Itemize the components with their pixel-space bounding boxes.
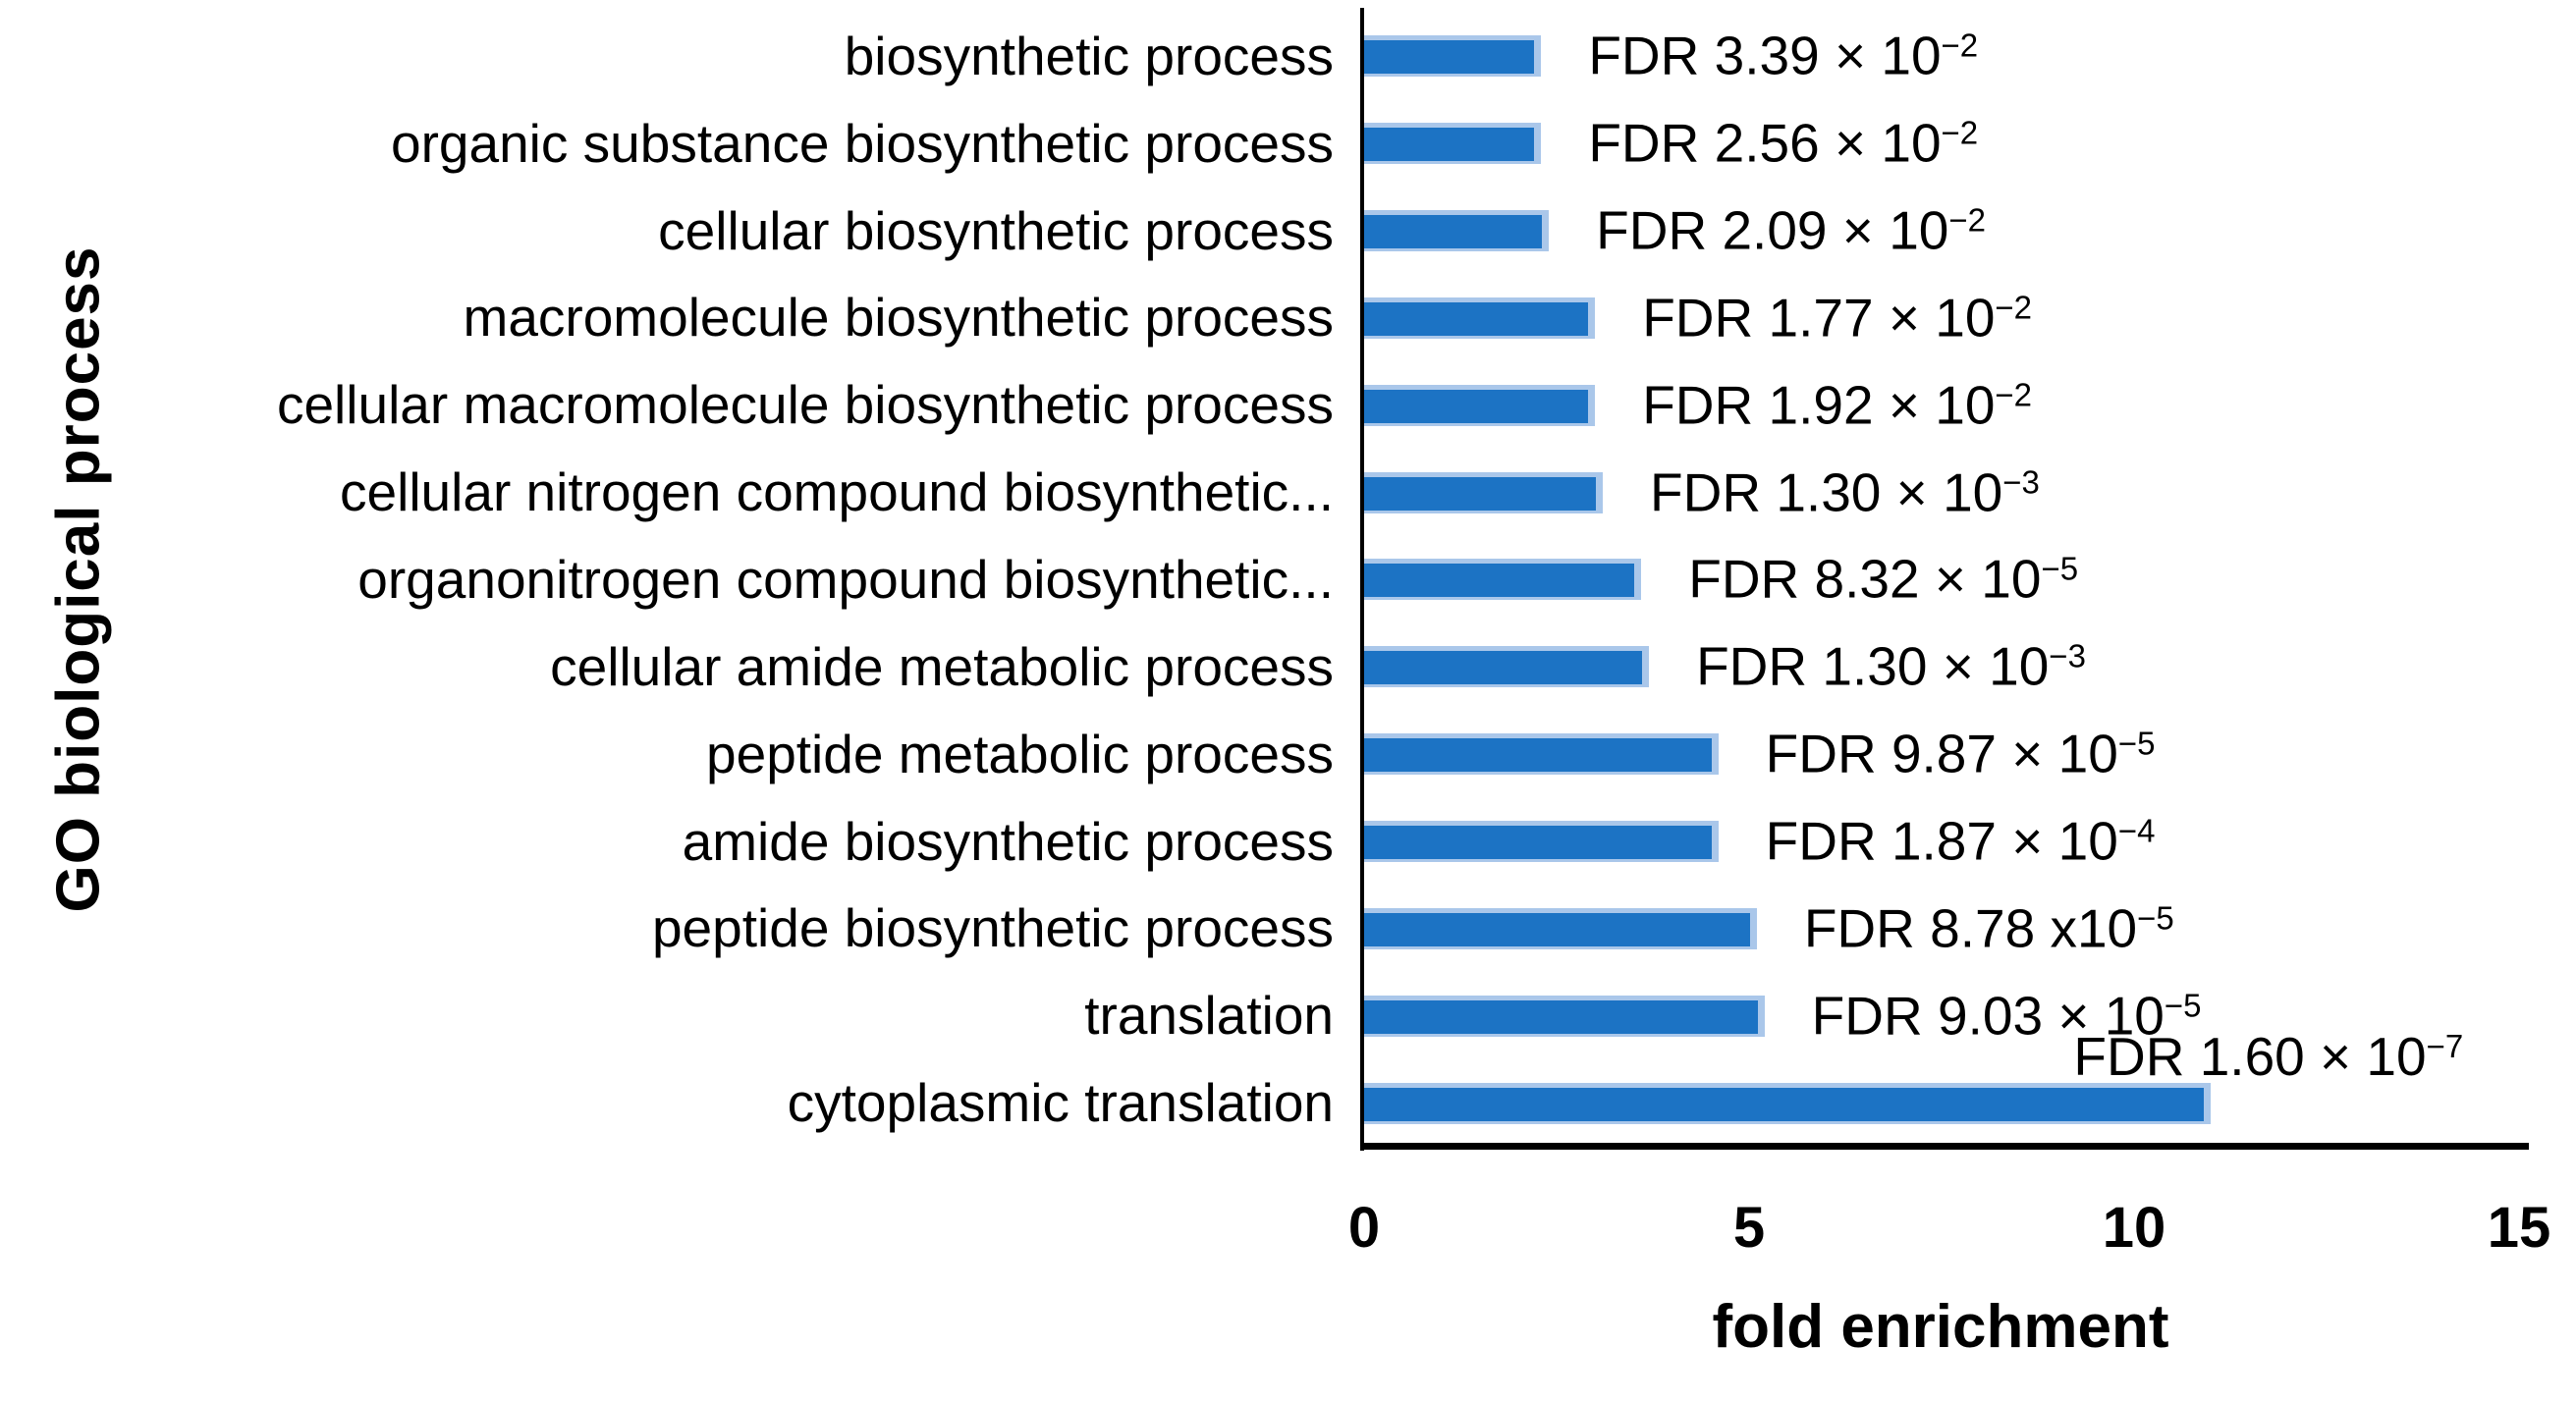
bar-row: FDR 3.39 × 10−2 bbox=[1364, 13, 2519, 100]
fdr-annotation-text: FDR 1.60 × 10 bbox=[2073, 1026, 2427, 1088]
bar-row: FDR 2.09 × 10−2 bbox=[1364, 188, 2519, 275]
fdr-annotation-text: FDR 2.09 × 10 bbox=[1596, 199, 1949, 261]
bar bbox=[1364, 646, 1650, 688]
fdr-annotation: FDR 1.77 × 10−2 bbox=[1642, 291, 2032, 345]
fdr-annotation-exponent: −5 bbox=[2164, 987, 2202, 1024]
category-label: cellular amide metabolic process bbox=[550, 635, 1334, 697]
bar bbox=[1364, 471, 1604, 513]
x-tick-label: 10 bbox=[2102, 1196, 2166, 1260]
bar-row: FDR 1.87 × 10−4 bbox=[1364, 798, 2519, 886]
fdr-annotation: FDR 1.30 × 10−3 bbox=[1650, 465, 2040, 519]
category-label: peptide biosynthetic process bbox=[651, 897, 1334, 959]
bar-row: FDR 1.30 × 10−3 bbox=[1364, 623, 2519, 711]
category-label: cytoplasmic translation bbox=[787, 1072, 1334, 1134]
x-tick-label: 5 bbox=[1732, 1196, 1766, 1260]
fdr-annotation-text: FDR 1.30 × 10 bbox=[1696, 635, 2050, 697]
fdr-annotation-text: FDR 8.78 x10 bbox=[1803, 897, 2138, 959]
fdr-annotation-exponent: −7 bbox=[2426, 1027, 2464, 1064]
bar-row: FDR 1.92 × 10−2 bbox=[1364, 361, 2519, 449]
fdr-annotation: FDR 9.87 × 10−5 bbox=[1766, 725, 2156, 782]
plot-area: FDR 3.39 × 10−2 FDR 2.56 × 10−2 FDR 2.09… bbox=[1360, 8, 2529, 1151]
fdr-annotation-text: FDR 3.39 × 10 bbox=[1588, 25, 1942, 86]
category-label: organonitrogen compound biosynthetic... bbox=[357, 548, 1334, 610]
bar-row: FDR 8.32 × 10−5 bbox=[1364, 536, 2519, 623]
x-axis-line bbox=[1360, 1143, 2529, 1150]
bar bbox=[1364, 559, 1642, 601]
bar-row: FDR 2.56 × 10−2 bbox=[1364, 100, 2519, 188]
bar-row: FDR 9.87 × 10−5 bbox=[1364, 711, 2519, 798]
y-axis-line bbox=[1360, 8, 1364, 1151]
fdr-annotation-exponent: −2 bbox=[1941, 114, 1979, 151]
bar bbox=[1364, 733, 1719, 776]
fdr-annotation-exponent: −2 bbox=[1941, 27, 1979, 64]
fdr-annotation: FDR 8.32 × 10−5 bbox=[1688, 550, 2079, 607]
fdr-annotation-exponent: −2 bbox=[1995, 289, 2033, 326]
fdr-annotation-text: FDR 9.87 × 10 bbox=[1765, 723, 2118, 784]
category-label: amide biosynthetic process bbox=[682, 810, 1334, 872]
fdr-annotation: FDR 2.09 × 10−2 bbox=[1596, 201, 1986, 258]
bar bbox=[1364, 297, 1596, 339]
bar-row: FDR 1.60 × 10−7 bbox=[1364, 1030, 2519, 1147]
category-label: peptide metabolic process bbox=[706, 723, 1334, 784]
bar bbox=[1364, 907, 1757, 949]
bar bbox=[1364, 995, 1765, 1037]
fdr-annotation-text: FDR 8.32 × 10 bbox=[1688, 548, 2042, 610]
category-label: cellular biosynthetic process bbox=[658, 199, 1334, 261]
fdr-annotation-exponent: −5 bbox=[2137, 899, 2174, 937]
bar-row: FDR 9.03 × 10−5 bbox=[1364, 972, 2519, 1059]
fdr-annotation-text: FDR 1.30 × 10 bbox=[1650, 461, 2003, 523]
fdr-annotation-exponent: −2 bbox=[1948, 201, 1986, 239]
fdr-annotation: FDR 8.78 x10−5 bbox=[1804, 901, 2174, 955]
fdr-annotation-text: FDR 1.92 × 10 bbox=[1642, 374, 1996, 436]
bar bbox=[1364, 123, 1542, 165]
fdr-annotation-exponent: −5 bbox=[2041, 550, 2079, 587]
x-tick-label: 0 bbox=[1347, 1196, 1381, 1260]
bar bbox=[1364, 384, 1596, 426]
fdr-annotation-exponent: −4 bbox=[2117, 812, 2156, 849]
fdr-annotation: FDR 3.39 × 10−2 bbox=[1588, 25, 1979, 86]
fdr-annotation-text: FDR 2.56 × 10 bbox=[1588, 112, 1942, 174]
bar-row: FDR 8.78 x10−5 bbox=[1364, 885, 2519, 972]
fdr-annotation: FDR 1.92 × 10−2 bbox=[1642, 378, 2032, 432]
bar-row: FDR 1.77 × 10−2 bbox=[1364, 275, 2519, 362]
fdr-annotation-exponent: −3 bbox=[2002, 463, 2040, 500]
bar-row: FDR 1.30 × 10−3 bbox=[1364, 449, 2519, 536]
fdr-annotation-text: FDR 9.03 × 10 bbox=[1811, 985, 2165, 1047]
fdr-annotation: FDR 1.87 × 10−4 bbox=[1766, 812, 2156, 869]
bar bbox=[1364, 35, 1542, 78]
category-label: biosynthetic process bbox=[844, 25, 1334, 86]
category-label: organic substance biosynthetic process bbox=[391, 112, 1334, 174]
fdr-annotation-text: FDR 1.77 × 10 bbox=[1642, 287, 1996, 349]
category-label: macromolecule biosynthetic process bbox=[463, 287, 1335, 349]
fdr-annotation: FDR 1.60 × 10−7 bbox=[2073, 1030, 2463, 1084]
category-label: cellular macromolecule biosynthetic proc… bbox=[276, 374, 1334, 436]
category-label: cellular nitrogen compound biosynthetic.… bbox=[340, 461, 1334, 523]
x-tick-label: 15 bbox=[2487, 1196, 2551, 1260]
bar bbox=[1364, 1082, 2212, 1124]
fdr-annotation: FDR 2.56 × 10−2 bbox=[1588, 114, 1979, 171]
category-axis-labels: biosynthetic process organic substance bi… bbox=[0, 13, 1343, 1147]
bar bbox=[1364, 821, 1719, 863]
fdr-annotation-exponent: −5 bbox=[2117, 725, 2156, 762]
category-label: translation bbox=[1084, 985, 1334, 1047]
fdr-annotation: FDR 1.30 × 10−3 bbox=[1696, 637, 2086, 694]
x-axis-title: fold enrichment bbox=[1712, 1293, 2169, 1361]
fdr-annotation-exponent: −2 bbox=[1995, 376, 2033, 413]
fdr-annotation: FDR 9.03 × 10−5 bbox=[1812, 989, 2202, 1043]
x-axis-ticks: 0 5 10 15 bbox=[1348, 1196, 2550, 1268]
fdr-annotation-text: FDR 1.87 × 10 bbox=[1765, 810, 2118, 872]
bar bbox=[1364, 210, 1550, 252]
fdr-annotation-exponent: −3 bbox=[2049, 637, 2086, 674]
